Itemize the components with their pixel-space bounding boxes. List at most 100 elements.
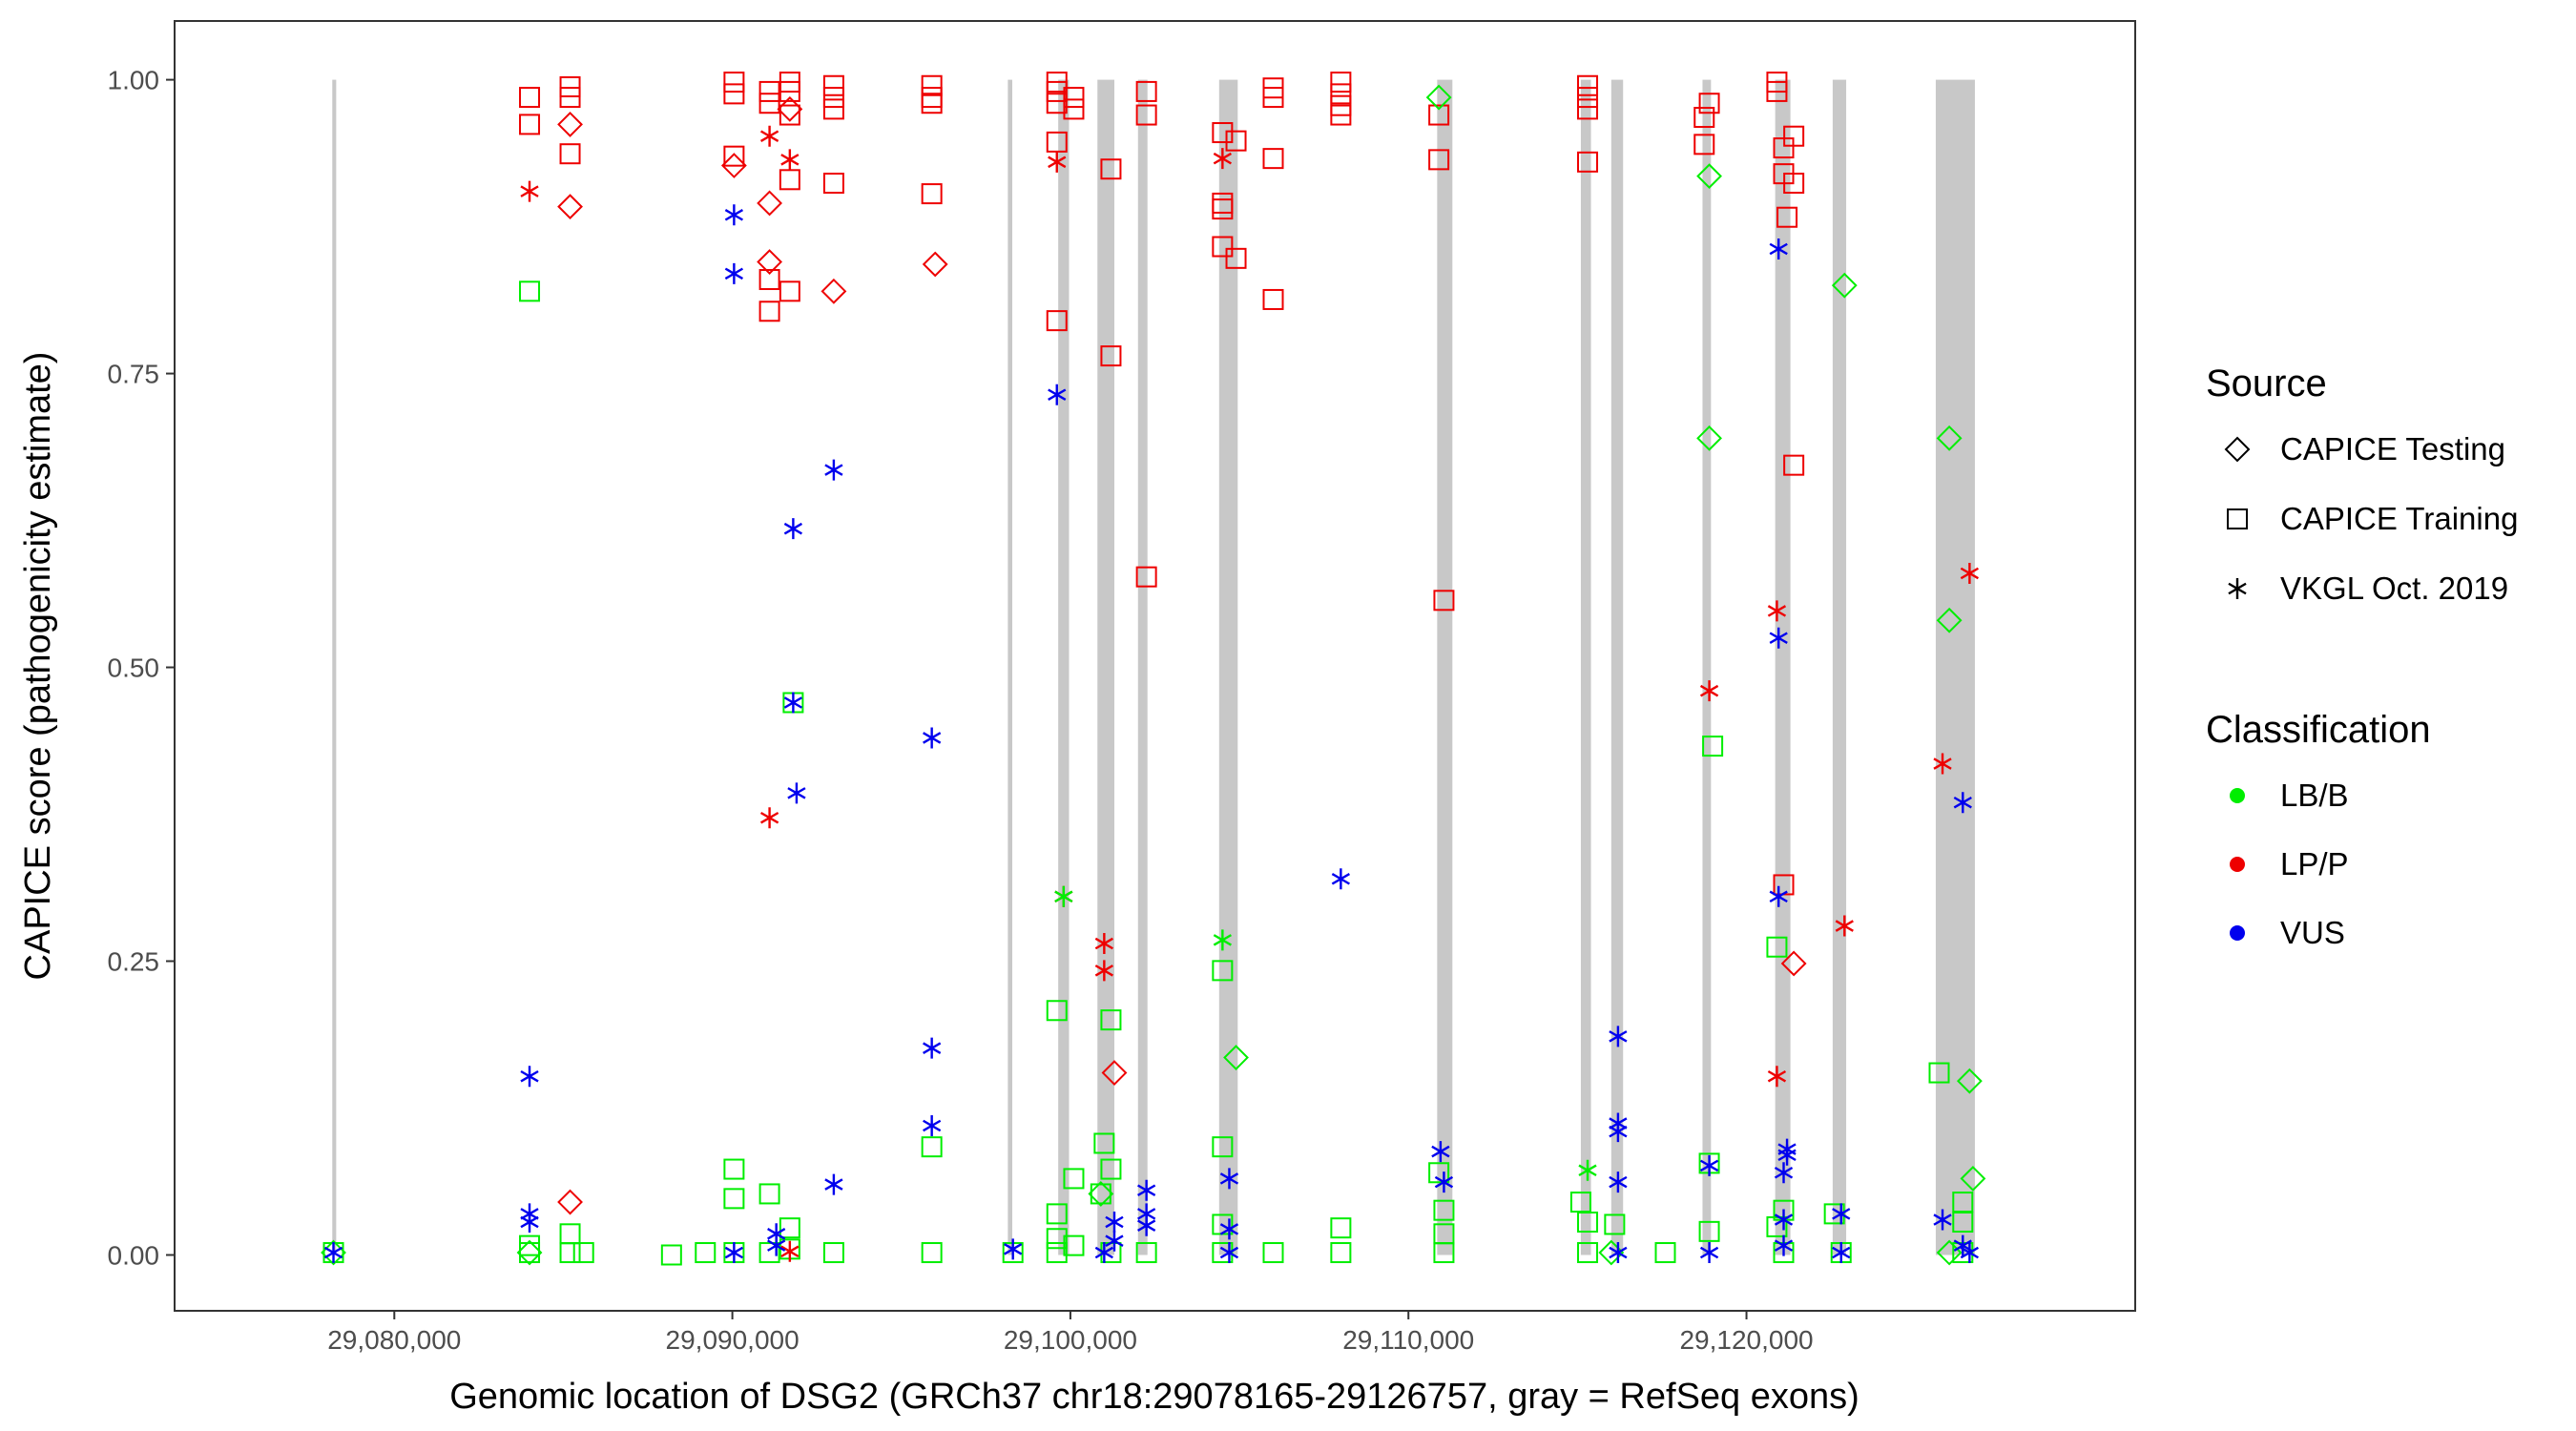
data-point <box>557 111 583 137</box>
data-point <box>660 1244 682 1266</box>
data-point <box>758 80 780 102</box>
data-point <box>1577 87 1599 109</box>
data-point <box>1577 151 1599 173</box>
data-point <box>1936 425 1963 451</box>
data-point <box>1699 1242 1719 1264</box>
data-point <box>1425 84 1452 111</box>
data-point <box>1100 158 1122 180</box>
data-point <box>1609 1172 1628 1193</box>
data-point <box>758 1242 780 1264</box>
legend-classification-key <box>2230 788 2245 803</box>
data-point <box>1769 238 1788 259</box>
data-point <box>1823 1203 1845 1225</box>
data-point <box>779 104 800 126</box>
data-point <box>1698 93 1720 114</box>
data-point <box>1100 1158 1122 1180</box>
y-tick-label: 0.75 <box>108 360 160 389</box>
data-point <box>1433 1199 1455 1221</box>
plot-panel-border <box>174 20 2136 1312</box>
data-point <box>921 1242 943 1264</box>
data-point <box>1577 74 1599 96</box>
data-point <box>922 251 948 278</box>
data-point <box>1063 98 1085 120</box>
data-point <box>779 1217 800 1239</box>
data-point <box>1046 1242 1068 1264</box>
data-point <box>559 1242 581 1264</box>
data-point <box>1330 83 1352 105</box>
data-point <box>1577 1211 1599 1233</box>
legend-source-key <box>2227 508 2248 529</box>
data-point <box>1960 1165 1986 1192</box>
data-point <box>758 269 780 291</box>
data-point <box>519 280 541 302</box>
data-point <box>921 74 943 96</box>
data-point <box>1054 885 1073 907</box>
data-point <box>1212 122 1234 144</box>
legend-classification-key <box>2230 857 2245 872</box>
data-point <box>1702 736 1724 757</box>
data-point <box>1213 148 1232 170</box>
data-point <box>1219 1242 1239 1264</box>
data-point <box>779 169 800 191</box>
data-point <box>758 301 780 322</box>
data-point <box>1262 1242 1284 1264</box>
data-point <box>559 75 581 97</box>
y-tick-label: 0.50 <box>108 653 160 683</box>
data-point <box>822 173 844 195</box>
x-axis-title: Genomic location of DSG2 (GRCh37 chr18:2… <box>449 1377 1859 1417</box>
y-tick-label: 1.00 <box>108 66 160 95</box>
data-point <box>923 1114 942 1136</box>
y-tick-label: 0.25 <box>108 947 160 977</box>
data-point <box>1953 792 1972 814</box>
data-point <box>723 72 745 93</box>
legend-classification-key <box>2230 925 2245 941</box>
data-point <box>783 518 803 540</box>
data-point <box>520 1211 539 1233</box>
data-point <box>723 1188 745 1210</box>
data-point <box>1777 1144 1797 1166</box>
data-point <box>1696 163 1722 190</box>
x-tick-label: 29,110,000 <box>1342 1325 1474 1355</box>
data-point <box>1774 1162 1794 1184</box>
data-point <box>1137 1214 1156 1236</box>
data-point <box>519 1234 541 1256</box>
data-point <box>1783 125 1805 147</box>
data-point <box>559 87 581 109</box>
data-point <box>1094 960 1113 982</box>
data-point <box>519 1242 541 1264</box>
data-point <box>1093 1132 1115 1154</box>
data-point <box>1262 87 1284 109</box>
data-point <box>824 459 843 481</box>
data-point <box>1212 198 1234 220</box>
data-point <box>723 1158 745 1180</box>
data-point <box>1609 1026 1628 1047</box>
data-point <box>1330 1217 1352 1239</box>
data-point <box>824 1173 843 1195</box>
data-point <box>1428 104 1450 126</box>
data-point <box>1577 98 1599 120</box>
data-point <box>1213 929 1232 951</box>
data-point <box>520 180 539 202</box>
data-point <box>557 194 583 220</box>
data-point <box>1063 87 1085 109</box>
data-point <box>1330 104 1352 126</box>
legend-source-key <box>2224 436 2251 463</box>
data-point <box>1225 130 1247 152</box>
data-point <box>1769 627 1788 649</box>
data-point <box>1780 950 1807 977</box>
data-point <box>1699 1154 1719 1176</box>
legend-source: Source CAPICE Testing CAPICE Training VKGL … <box>2206 363 2518 606</box>
data-point <box>1699 680 1719 702</box>
data-point <box>923 1037 942 1059</box>
data-point <box>1767 1066 1787 1088</box>
data-point <box>759 807 779 829</box>
y-tick-label: 0.00 <box>108 1240 160 1270</box>
data-point <box>822 1242 844 1264</box>
y-axis-title: CAPICE score (pathogenicity estimate) <box>18 352 58 981</box>
legend-source-key <box>2228 578 2247 599</box>
legend-source-label: CAPICE Training <box>2280 501 2518 536</box>
data-point <box>1046 1228 1068 1250</box>
data-point <box>821 278 847 304</box>
data-point <box>723 83 745 105</box>
